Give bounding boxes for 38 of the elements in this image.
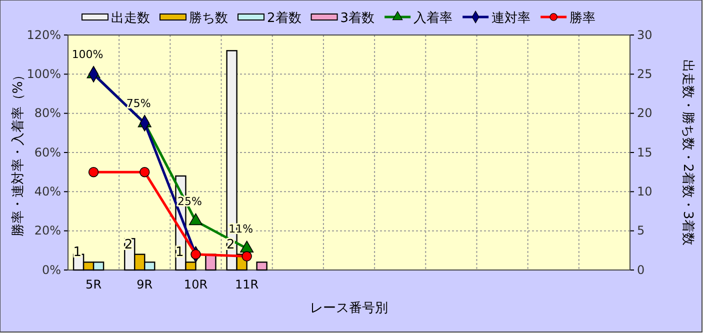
y-tick-label: 20% bbox=[34, 224, 61, 238]
x-axis-title: レース番号別 bbox=[310, 301, 388, 316]
y2-tick-label: 20 bbox=[637, 106, 652, 120]
y-tick-label: 60% bbox=[34, 145, 61, 160]
y2-tick-label: 15 bbox=[637, 145, 652, 160]
y2-tick-label: 25 bbox=[637, 67, 652, 82]
y2-tick-label: 5 bbox=[637, 224, 645, 238]
data-label: 2 bbox=[124, 237, 133, 252]
y2-tick-label: 0 bbox=[637, 262, 645, 277]
x-tick-label: 11R bbox=[235, 278, 259, 292]
legend-label: 3着数 bbox=[340, 10, 375, 26]
point bbox=[88, 166, 99, 178]
legend-label: 連対率 bbox=[492, 10, 531, 26]
point bbox=[190, 249, 201, 260]
y-tick-label: 0% bbox=[42, 262, 61, 277]
data-label: 100% bbox=[72, 48, 104, 62]
y2-axis-title: 出走数・勝ち数・2着数・3着数 bbox=[680, 60, 696, 246]
y-tick-label: 80% bbox=[34, 106, 61, 120]
x-tick-label: 10R bbox=[184, 278, 208, 292]
legend-label: 入着率 bbox=[414, 10, 453, 26]
legend-label: 勝ち数 bbox=[189, 11, 228, 26]
legend-label: 勝率 bbox=[570, 10, 596, 26]
data-label: 2 bbox=[226, 237, 235, 252]
y-tick-label: 100% bbox=[26, 67, 61, 82]
bar bbox=[256, 262, 268, 271]
x-tick-label: 5R bbox=[86, 278, 102, 292]
y-tick-label: 120% bbox=[26, 28, 61, 42]
point bbox=[242, 251, 252, 262]
y-axis-title: 勝率・連対率・入着率（%） bbox=[10, 68, 26, 237]
legend-label: 2着数 bbox=[267, 10, 302, 26]
x-tick-label: 9R bbox=[136, 278, 153, 292]
data-label: 1 bbox=[175, 245, 184, 260]
point bbox=[140, 166, 150, 178]
data-label: 75% bbox=[126, 97, 151, 110]
y2-tick-label: 10 bbox=[637, 184, 652, 199]
legend-label: 出走数 bbox=[111, 11, 150, 26]
y-tick-label: 40% bbox=[34, 184, 61, 199]
y2-tick-label: 30 bbox=[637, 28, 652, 42]
